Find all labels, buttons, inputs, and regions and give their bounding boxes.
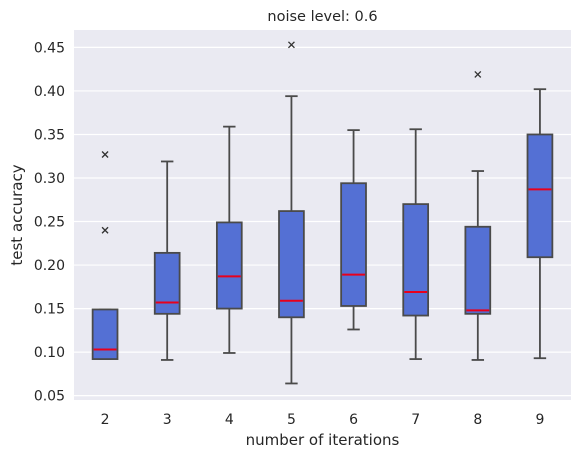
y-tick-labels: 0.05 0.10 0.15 0.20 0.25 0.30 0.35 0.40 0.45 (34, 40, 65, 404)
y-tick-label: 0.10 (34, 345, 65, 361)
chart-title: noise level: 0.6 (267, 9, 377, 25)
box-6 (340, 129, 367, 331)
outlier-stroke (474, 70, 482, 78)
box-body (91, 308, 119, 360)
box-body (402, 203, 430, 317)
x-tick-label: 4 (225, 412, 234, 428)
box-8 (464, 70, 492, 361)
box-body (278, 210, 305, 319)
box-3 (153, 160, 181, 361)
outlier-marker (101, 226, 109, 234)
y-tick-label: 0.05 (34, 389, 65, 405)
box-9 (526, 88, 554, 360)
y-tick-label: 0.35 (34, 127, 65, 143)
outlier-marker (101, 151, 109, 158)
box-7 (402, 128, 430, 360)
outlier-marker (474, 70, 482, 78)
y-tick-label: 0.45 (34, 40, 65, 56)
y-tick-label: 0.15 (34, 302, 65, 318)
box-2 (91, 151, 119, 360)
y-axis-label: test accuracy (8, 164, 26, 265)
outlier-stroke (101, 226, 109, 234)
outlier-stroke (101, 151, 109, 158)
box-4 (215, 125, 243, 354)
y-tick-label: 0.25 (34, 215, 65, 231)
x-tick-labels: 2 3 4 5 6 7 8 9 (101, 412, 545, 428)
plot-area (74, 30, 571, 400)
x-tick-label: 8 (473, 412, 482, 428)
x-tick-label: 5 (287, 412, 296, 428)
y-tick-label: 0.40 (34, 84, 65, 100)
box-body (340, 182, 367, 307)
outlier-stroke (287, 41, 295, 49)
outlier-marker (287, 41, 295, 49)
boxes-group (91, 41, 554, 385)
x-axis-label: number of iterations (246, 431, 400, 449)
x-tick-label: 2 (101, 412, 110, 428)
box-5 (278, 41, 305, 385)
y-tick-label: 0.20 (34, 258, 65, 274)
box-body (526, 133, 554, 259)
x-tick-label: 7 (411, 412, 420, 428)
y-tick-label: 0.30 (34, 171, 65, 187)
x-tick-label: 9 (535, 412, 544, 428)
x-tick-label: 6 (349, 412, 358, 428)
box-body (464, 225, 492, 315)
box-body (153, 251, 181, 315)
box-body (215, 221, 243, 310)
x-tick-label: 3 (163, 412, 172, 428)
